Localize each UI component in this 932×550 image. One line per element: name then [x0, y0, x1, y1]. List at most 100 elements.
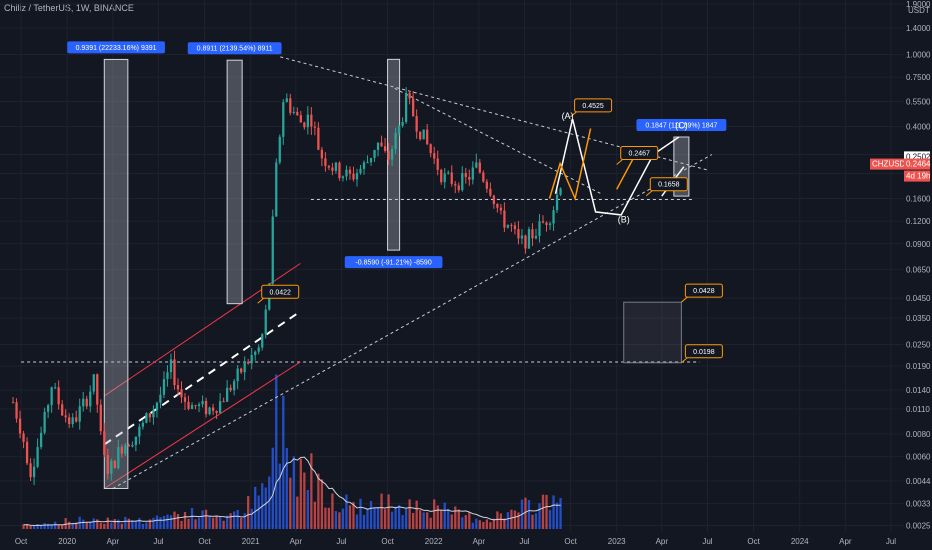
volume-bar: [496, 511, 499, 529]
candle-body: [373, 150, 376, 158]
price-axis[interactable]: 1.90001.40001.00000.75000.55000.40000.28…: [870, 0, 931, 530]
candle-body: [46, 405, 50, 412]
volume-bar: [313, 501, 317, 529]
volume-bar: [527, 500, 531, 529]
candle-body: [524, 235, 527, 249]
volume-bar: [415, 500, 418, 529]
volume-bar: [440, 510, 443, 529]
y-tick-label: 0.0250: [906, 340, 931, 349]
candle-body: [141, 422, 145, 427]
volume-bar: [475, 518, 478, 529]
volume-bar: [236, 509, 239, 529]
volume-bar: [54, 521, 57, 529]
volume-bar: [155, 515, 159, 529]
measure-label: 0.8911 (2139.54%) 8911: [197, 46, 273, 53]
candle-body: [394, 132, 397, 150]
candle-body: [166, 372, 169, 380]
candle-body: [419, 131, 422, 140]
volume-bar: [331, 493, 334, 529]
volume-bar: [443, 502, 446, 529]
dashed-trendline: [112, 154, 713, 489]
x-tick-label: Jul: [886, 537, 896, 546]
volume-bar: [485, 519, 488, 529]
volume-bar: [218, 517, 222, 529]
volume-bar: [338, 512, 341, 529]
x-tick-label: Apr: [107, 537, 120, 546]
candle-body: [468, 176, 471, 180]
callout-label: 0.1658: [658, 182, 680, 189]
candle-body: [197, 404, 201, 407]
candle-body: [454, 183, 457, 186]
volume-bar: [99, 522, 102, 529]
callout-label: 0.0198: [693, 349, 715, 356]
candle-body: [341, 176, 345, 179]
volume-bar: [215, 516, 218, 529]
volume-bar: [208, 515, 211, 529]
candle-body: [552, 210, 555, 224]
wave-label: (B): [618, 214, 630, 224]
volume-bar: [492, 518, 496, 529]
volume-bar: [394, 506, 397, 529]
candle-body: [555, 194, 559, 211]
y-tick-label: 0.4000: [906, 123, 931, 132]
x-tick-label: Oct: [15, 537, 28, 546]
volume-bar: [64, 518, 67, 529]
candle-body: [187, 401, 190, 409]
volume-bar: [152, 517, 155, 529]
candle-body: [499, 207, 503, 211]
candle-body: [218, 401, 222, 413]
volume-bar: [271, 447, 274, 529]
callout-bg: [261, 284, 300, 299]
volume-bar: [426, 512, 429, 529]
y-tick-label: 0.0110: [906, 405, 930, 414]
volume-bar: [299, 458, 302, 529]
candle-body: [387, 150, 390, 160]
volume-bar: [61, 525, 64, 529]
candle-body: [176, 385, 180, 390]
candle-body: [426, 129, 429, 145]
x-tick-label: Oct: [747, 537, 760, 546]
candle-body: [310, 114, 313, 127]
candle-body: [138, 426, 141, 437]
candle-body: [296, 111, 299, 116]
price-tag-bg: [870, 158, 904, 170]
volume-bar: [513, 510, 517, 529]
y-tick-label: 0.0450: [906, 294, 931, 303]
volume-bar: [46, 523, 50, 529]
wave-label: (A): [562, 111, 574, 121]
y-tick-label: 0.0350: [906, 314, 931, 323]
candle-body: [492, 195, 496, 204]
volume-bar: [92, 518, 95, 529]
candle-body: [359, 168, 362, 174]
volume-bar: [22, 524, 25, 529]
candle-body: [412, 98, 415, 117]
volume-bar: [373, 507, 376, 529]
volume-bar: [106, 517, 109, 529]
candle-body: [208, 407, 211, 415]
measure-label-bg: [636, 119, 727, 132]
volume-bar: [127, 518, 130, 529]
volume-bar: [173, 511, 176, 529]
time-axis[interactable]: Oct 2020 Apr Jul Oct 2021 Apr Jul Oct 2022 Apr Jul O…: [15, 537, 896, 546]
red-channel-line: [104, 263, 301, 397]
volume-bar: [285, 448, 288, 529]
candle-body: [92, 374, 95, 392]
volume-bar: [355, 514, 359, 529]
volume-bar: [103, 523, 106, 529]
candle-body: [376, 142, 380, 151]
red-channel-line: [104, 361, 301, 489]
volume-bar: [141, 523, 145, 529]
volume-bar: [204, 509, 208, 529]
candle-body: [503, 210, 506, 228]
volume-bar: [117, 519, 120, 529]
candle-body: [78, 406, 81, 422]
candle-body: [54, 387, 57, 389]
candle-body: [447, 172, 450, 174]
volume-bar: [310, 453, 313, 529]
x-tick-label: Oct: [198, 537, 211, 546]
candle-body: [236, 368, 239, 382]
candle-body: [380, 142, 383, 147]
volume-bar: [82, 519, 85, 529]
candle-body: [229, 387, 232, 391]
